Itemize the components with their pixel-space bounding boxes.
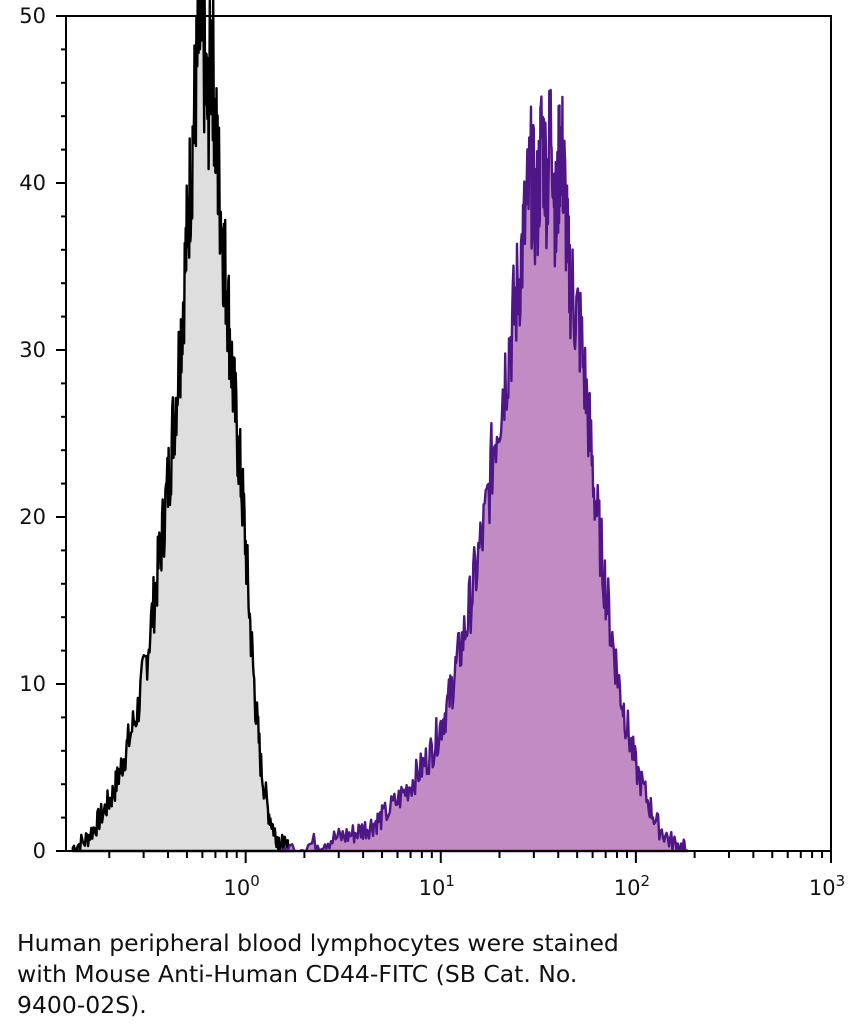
plot-frame <box>65 15 832 852</box>
x-tick-label: 103 <box>809 872 845 900</box>
y-tick-label: 20 <box>19 505 46 529</box>
series-layer <box>71 0 690 853</box>
y-tick-label: 10 <box>19 672 46 696</box>
y-tick-label: 40 <box>19 171 46 195</box>
caption-line-2: with Mouse Anti-Human CD44-FITC (SB Cat.… <box>17 960 578 988</box>
x-tick-label: 100 <box>224 872 260 900</box>
histogram-chart: 0 10 20 30 40 50 100 101 102 103 <box>19 0 845 900</box>
figure-caption: Human peripheral blood lymphocytes were … <box>17 928 717 1021</box>
x-tick-label: 101 <box>419 872 455 900</box>
histogram-series-2 <box>278 88 690 853</box>
y-tick-label: 30 <box>19 338 46 362</box>
y-tick-label: 50 <box>19 4 46 28</box>
caption-line-3: 9400-02S). <box>17 991 147 1019</box>
x-tick-label: 102 <box>614 872 650 900</box>
y-tick-label: 0 <box>33 839 46 863</box>
histogram-series-1 <box>71 0 295 853</box>
axis-layer: 0 10 20 30 40 50 100 101 102 103 <box>19 4 845 900</box>
caption-line-1: Human peripheral blood lymphocytes were … <box>17 929 619 957</box>
